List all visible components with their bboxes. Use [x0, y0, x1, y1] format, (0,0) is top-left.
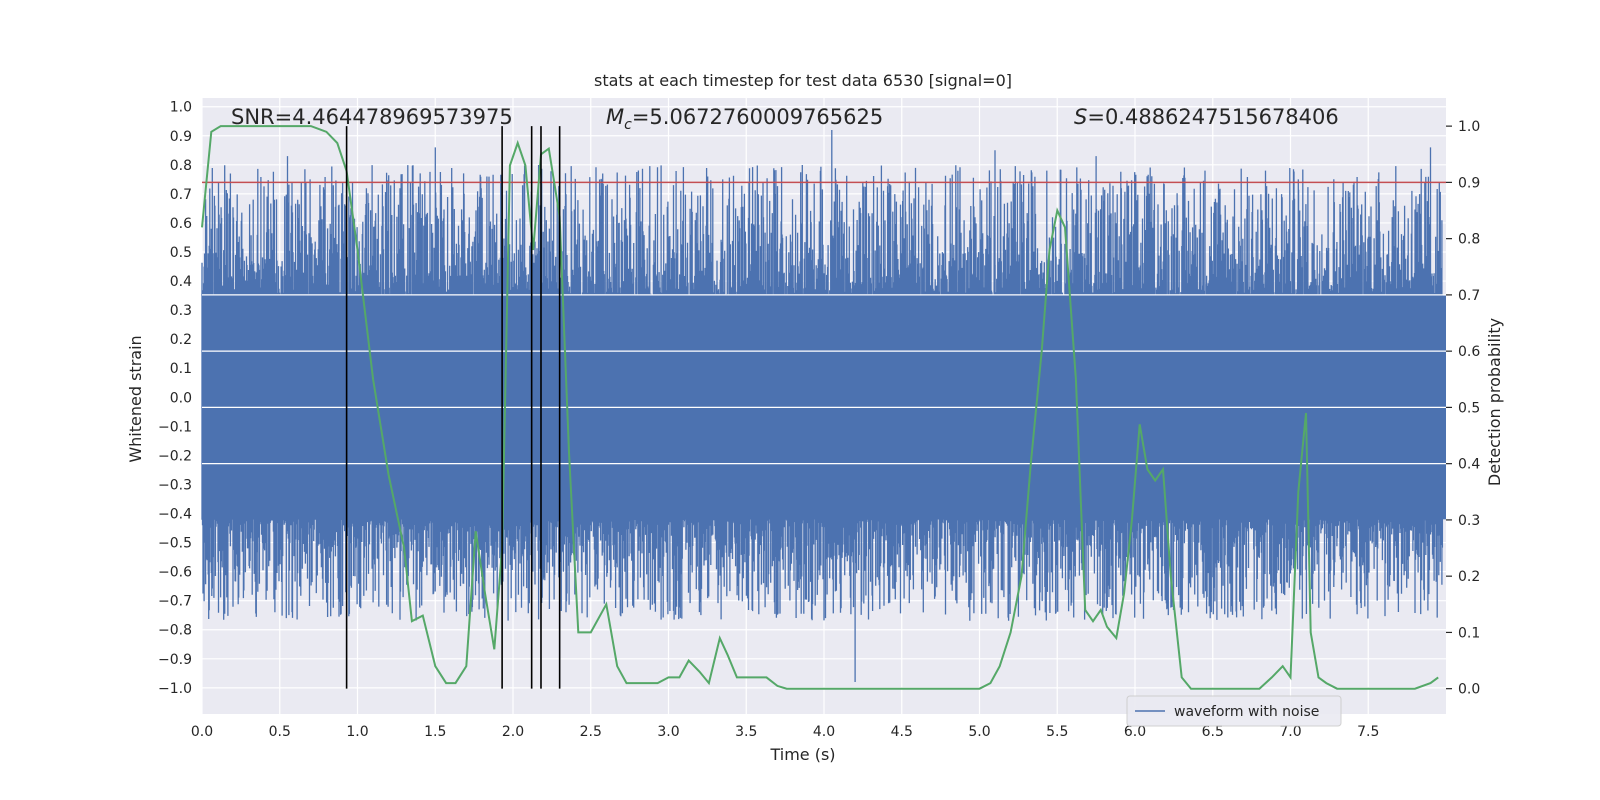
mc-subscript: c [624, 117, 632, 133]
y-right-tick-label: 0.7 [1458, 288, 1480, 304]
x-tick-label: 0.5 [269, 724, 291, 740]
y-right-tick-label: 0.0 [1458, 682, 1480, 698]
s-value: =0.4886247515678406 [1087, 105, 1338, 129]
grid-overlay [202, 294, 1446, 465]
x-tick-label: 1.5 [424, 724, 446, 740]
legend: waveform with noise [1126, 695, 1342, 727]
s-annotation: S=0.4886247515678406 [1074, 105, 1339, 129]
legend-box [1126, 695, 1342, 727]
legend-label-waveform: waveform with noise [1174, 704, 1319, 720]
y-axis-right-label: Detection probability [1485, 318, 1504, 486]
y-left-tick-label: −1.0 [158, 681, 192, 697]
y-right-tick-label: 0.4 [1458, 457, 1480, 473]
mc-value: =5.0672760009765625 [632, 105, 883, 129]
chart-title: stats at each timestep for test data 653… [594, 71, 1012, 90]
y-left-tick-label: 0.1 [170, 361, 192, 377]
y-left-tick-label: 0.2 [170, 332, 192, 348]
y-right-tick-label: 0.2 [1458, 569, 1480, 585]
y-left-tick-label: −0.7 [158, 594, 192, 610]
x-tick-label: 3.0 [657, 724, 679, 740]
x-tick-label: 1.0 [346, 724, 368, 740]
y-right-tick-label: 0.9 [1458, 175, 1480, 191]
y-left-tick-label: 0.3 [170, 303, 192, 319]
y-left-tick-label: 0.4 [170, 274, 192, 290]
probability-series [201, 125, 1439, 690]
x-axis-ticks: 0.0 0.5 1.0 1.5 2.0 2.5 3.0 3.5 4.0 4.5 5.0 5.5 6.0 6… [191, 724, 1380, 740]
y-right-tick-label: 0.6 [1458, 344, 1480, 360]
y-left-tick-label: 0.6 [170, 216, 192, 232]
y-left-tick-label: 0.8 [170, 158, 192, 174]
x-tick-label: 4.5 [891, 724, 913, 740]
detection-lines [345, 126, 561, 689]
x-tick-label: 6.5 [1202, 724, 1224, 740]
y-axis-left-label: Whitened strain [126, 335, 145, 462]
x-tick-label: 4.0 [813, 724, 835, 740]
y-left-tick-label: −0.3 [158, 477, 192, 493]
y-left-tick-label: −0.5 [158, 536, 192, 552]
waveform-line [201, 130, 1444, 682]
y-left-tick-label: 0.0 [170, 390, 192, 406]
mc-symbol: M [606, 105, 624, 129]
x-tick-label: 0.0 [191, 724, 213, 740]
y-right-tick-label: 0.1 [1458, 625, 1480, 641]
y-left-tick-label: −0.8 [158, 623, 192, 639]
y-axis-right-ticks: 1.0 0.9 0.8 0.7 0.6 0.5 0.4 0.3 0.2 0.1 0.0 [1446, 119, 1480, 698]
y-axis-left-ticks: 1.0 0.9 0.8 0.7 0.6 0.5 0.4 0.3 0.2 0.1 0.0 −0.1 −0.… [158, 100, 192, 697]
y-right-tick-label: 1.0 [1458, 119, 1480, 135]
y-left-tick-label: −0.1 [158, 419, 192, 435]
x-axis-label: Time (s) [769, 745, 835, 764]
x-tick-label: 7.0 [1279, 724, 1301, 740]
x-tick-label: 5.0 [968, 724, 990, 740]
s-symbol: S [1074, 105, 1087, 129]
y-left-tick-label: 0.7 [170, 187, 192, 203]
y-right-tick-label: 0.3 [1458, 513, 1480, 529]
x-tick-label: 6.0 [1124, 724, 1146, 740]
x-tick-label: 2.0 [502, 724, 524, 740]
probability-line [201, 125, 1439, 690]
x-tick-label: 3.5 [735, 724, 757, 740]
y-right-tick-label: 0.8 [1458, 232, 1480, 248]
y-left-tick-label: 1.0 [170, 100, 192, 116]
y-left-tick-label: −0.4 [158, 507, 192, 523]
y-right-tick-label: 0.5 [1458, 400, 1480, 416]
y-left-tick-label: 0.9 [170, 129, 192, 145]
mc-annotation: Mc=5.0672760009765625 [606, 105, 883, 133]
y-left-tick-label: 0.5 [170, 245, 192, 261]
snr-annotation: SNR=4.464478969573975 [231, 105, 513, 129]
y-left-tick-label: −0.2 [158, 448, 192, 464]
y-left-tick-label: −0.6 [158, 565, 192, 581]
y-left-tick-label: −0.9 [158, 652, 192, 668]
x-tick-label: 5.5 [1046, 724, 1068, 740]
x-tick-label: 7.5 [1357, 724, 1379, 740]
x-tick-label: 2.5 [580, 724, 602, 740]
